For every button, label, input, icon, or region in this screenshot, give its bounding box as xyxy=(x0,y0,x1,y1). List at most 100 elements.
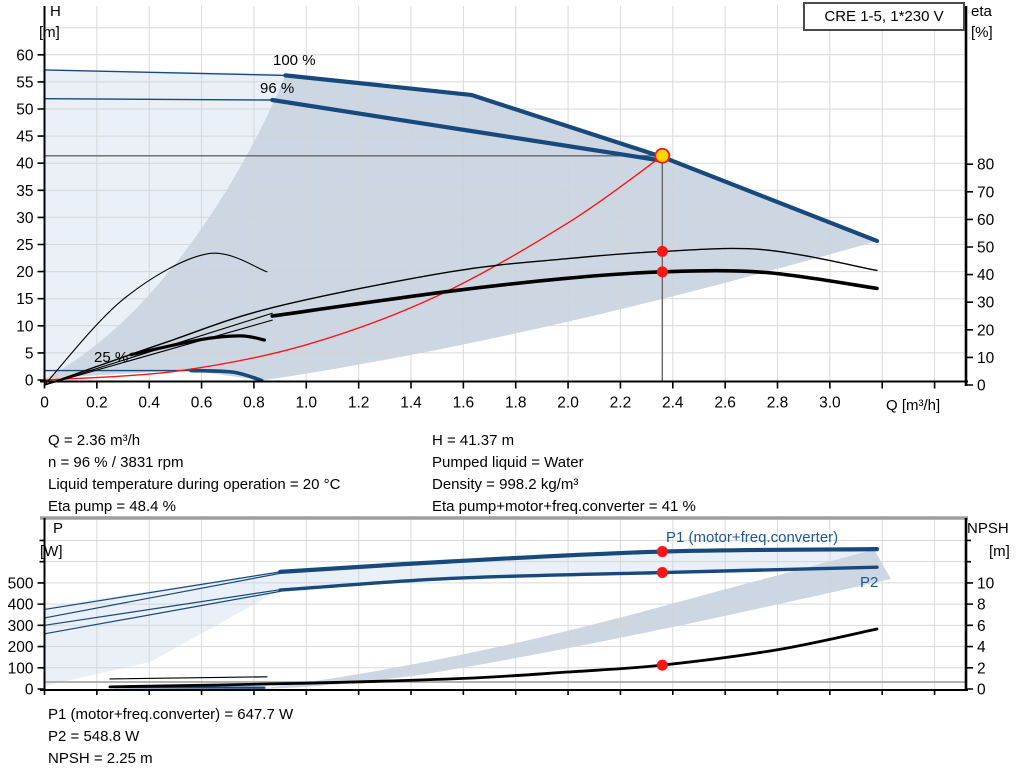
y-left-tick-label: 45 xyxy=(16,129,33,146)
x-tick-label: 2.4 xyxy=(662,395,684,412)
eta-axis-unit: [%] xyxy=(971,24,993,41)
qh-100pct xyxy=(283,73,880,244)
info-p2: P2 = 548.8 W xyxy=(48,728,140,745)
gridlines xyxy=(44,518,966,690)
x-tick-label: 0.4 xyxy=(138,395,160,412)
info-density: Density = 998.2 kg/m³ xyxy=(432,476,579,493)
npsh-axis-label: NPSH xyxy=(967,520,1009,537)
y-right-tick-label: 20 xyxy=(977,322,995,339)
y-left-tick-label: 40 xyxy=(16,156,34,173)
p2-thin-a xyxy=(43,589,281,626)
y-left-tick-label: 300 xyxy=(8,618,34,635)
x-tick-label: 1.8 xyxy=(505,395,527,412)
eta-fan-1 xyxy=(43,319,273,386)
x-tick-label: 1.4 xyxy=(400,395,422,412)
duty-envelope-gray xyxy=(44,76,877,381)
y-left-tick-label: 400 xyxy=(8,597,34,614)
duty-point[interactable] xyxy=(654,147,671,164)
x-ticks xyxy=(43,690,936,695)
y-right-ticks xyxy=(966,539,973,690)
y-right-tick-label: 70 xyxy=(977,184,995,201)
system-curve xyxy=(43,155,664,381)
gridlines xyxy=(44,6,966,382)
eta-25pct xyxy=(129,334,267,357)
y-right-tick-label: 2 xyxy=(977,660,986,677)
eta-pump xyxy=(43,247,878,386)
x-tick-label: 0.6 xyxy=(191,395,213,412)
info-pumped-liquid: Pumped liquid = Water xyxy=(432,454,584,471)
duty-info-right: H = 41.37 m Pumped liquid = Water Densit… xyxy=(432,430,696,518)
h-axis-unit: [m] xyxy=(39,24,60,41)
x-tick-label: 0.2 xyxy=(86,395,108,412)
info-n: n = 96 % / 3831 rpm xyxy=(48,454,184,471)
speed-label-96: 96 % xyxy=(260,80,295,97)
qh-100pct-thin xyxy=(43,69,287,77)
duty-info-left: Q = 2.36 m³/h n = 96 % / 3831 rpm Liquid… xyxy=(48,430,340,518)
y-left-tick-label: 200 xyxy=(8,639,34,656)
info-q: Q = 2.36 m³/h xyxy=(48,432,141,449)
y-right-tick-label: 0 xyxy=(977,682,986,699)
dot-p2 xyxy=(656,567,668,579)
dot-eta-pump xyxy=(656,245,668,257)
y-right-tick-label: 4 xyxy=(977,639,986,656)
dot-npsh xyxy=(656,659,668,671)
eta-pump-motor-freq xyxy=(270,268,879,318)
y-right-tick-label: 30 xyxy=(977,295,995,312)
y-right-tick-label: 80 xyxy=(977,157,995,174)
p1-curve xyxy=(278,547,880,574)
info-eta-pump: Eta pump = 48.4 % xyxy=(48,498,176,515)
x-tick-label: 0 xyxy=(40,395,49,412)
y-left-tick-label: 0 xyxy=(25,682,34,699)
x-tick-label: 2.2 xyxy=(610,395,632,412)
info-p1: P1 (motor+freq.converter) = 647.7 W xyxy=(48,706,294,723)
q-axis-label: Q [m³/h] xyxy=(886,397,941,414)
p1-curve-label: P1 (motor+freq.converter) xyxy=(666,529,839,546)
npsh-axis-unit: [m] xyxy=(989,543,1010,560)
npsh-thin xyxy=(109,676,268,680)
qh-96pct-thin xyxy=(43,98,273,101)
x-tick-label: 3.0 xyxy=(819,395,841,412)
p2-curve xyxy=(278,565,879,592)
x-tick-label: 1.6 xyxy=(453,395,475,412)
y-left-tick-label: 35 xyxy=(16,183,33,200)
npsh-curve xyxy=(108,627,879,689)
dot-p1 xyxy=(656,546,668,558)
qh-25pct xyxy=(189,368,264,383)
y-right-tick-label: 0 xyxy=(977,378,986,395)
speed-band-light xyxy=(44,70,285,379)
y-right-tick-label: 50 xyxy=(977,240,995,257)
x-tick-label: 1.2 xyxy=(348,395,370,412)
qh-96pct xyxy=(270,97,665,163)
y-right-tick-label: 40 xyxy=(977,267,995,284)
y-left-tick-label: 10 xyxy=(16,318,34,335)
info-liquid-temp: Liquid temperature during operation = 20… xyxy=(48,476,341,493)
y-left-tick-label: 25 xyxy=(16,237,33,254)
eta-axis-label: eta xyxy=(971,3,992,20)
y-left-tick-label: 0 xyxy=(25,373,34,390)
p1-thin-b xyxy=(43,572,281,619)
x-tick-label: 0.8 xyxy=(243,395,265,412)
power-info: P1 (motor+freq.converter) = 647.7 W P2 =… xyxy=(48,704,293,770)
info-eta-total: Eta pump+motor+freq.converter = 41 % xyxy=(432,498,696,515)
p1-thin-a xyxy=(43,571,281,611)
p-axis-unit: [W] xyxy=(40,543,63,560)
dot-eta-total xyxy=(656,266,668,278)
y-left-tick-label: 55 xyxy=(16,74,33,91)
y-left-tick-label: 20 xyxy=(16,264,34,281)
pump-title: CRE 1-5, 1*230 V xyxy=(824,8,944,25)
speed-label-100: 100 % xyxy=(273,52,316,69)
y-right-tick-label: 10 xyxy=(977,350,995,367)
y-right-ticks xyxy=(966,163,973,386)
info-npsh: NPSH = 2.25 m xyxy=(48,750,153,767)
x-tick-label: 2.6 xyxy=(714,395,736,412)
y-left-tick-label: 60 xyxy=(16,47,34,64)
eta-arc-low-speed xyxy=(43,252,268,386)
y-left-tick-label: 50 xyxy=(16,102,34,119)
speed-label-25: 25 % xyxy=(94,349,129,366)
y-left-tick-label: 30 xyxy=(16,210,34,227)
y-left-tick-label: 500 xyxy=(8,575,34,592)
y-left-ticks xyxy=(37,54,45,381)
y-right-tick-label: 6 xyxy=(977,618,986,635)
